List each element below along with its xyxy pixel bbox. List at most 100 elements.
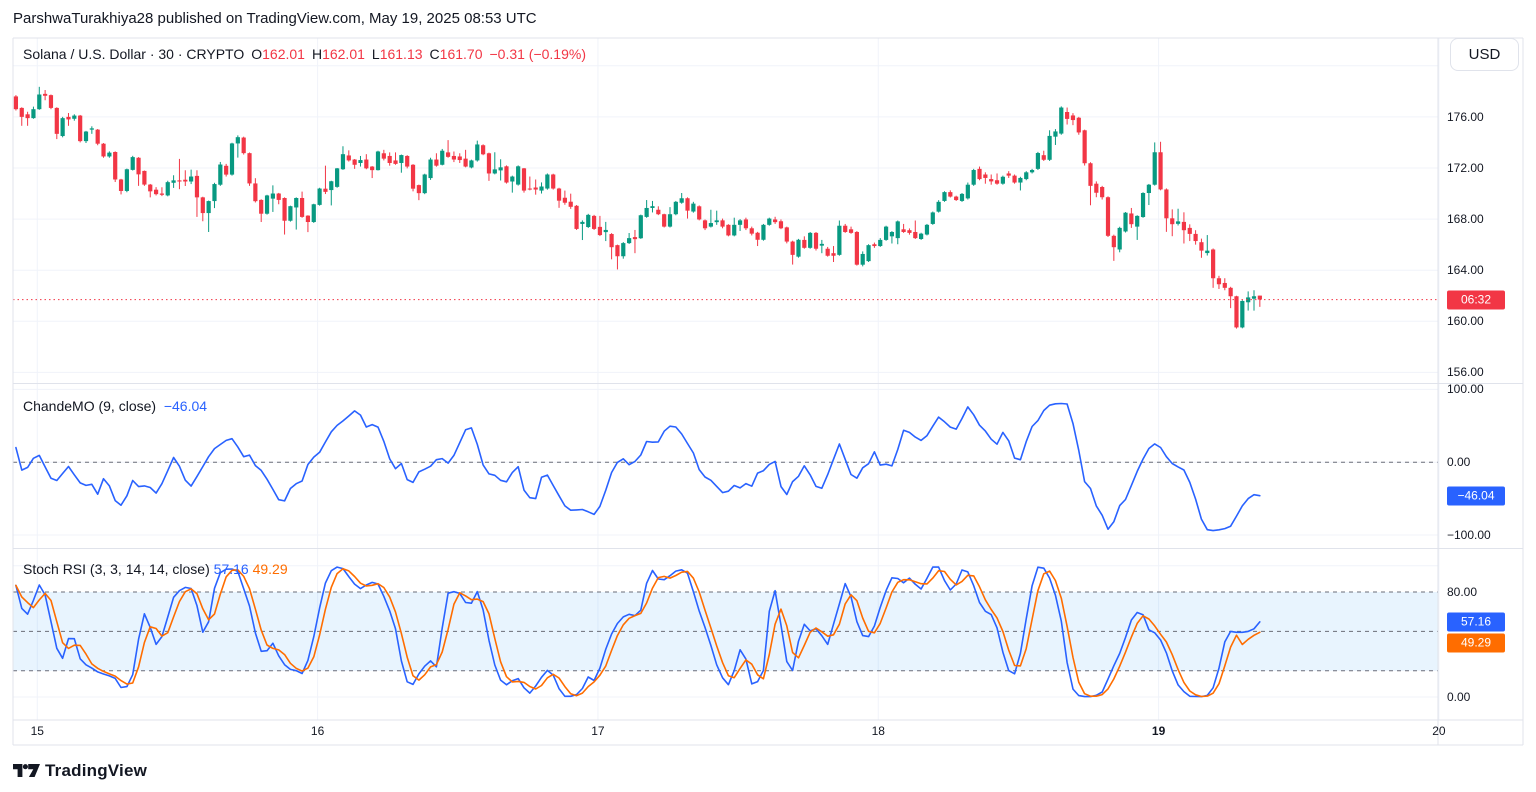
candle-body xyxy=(78,115,83,142)
candle-body xyxy=(66,116,71,120)
candle-body xyxy=(317,188,322,205)
candle-body xyxy=(924,224,930,235)
time-tick-label-19: 19 xyxy=(1151,724,1166,738)
currency-toggle-button[interactable]: USD xyxy=(1450,38,1519,71)
footer-brand-text: TradingView xyxy=(45,761,148,780)
candle-body xyxy=(1164,189,1169,219)
legend-spacer xyxy=(365,46,372,62)
candle-body xyxy=(1170,218,1175,225)
candle-body xyxy=(813,232,819,249)
candle-body xyxy=(697,206,702,220)
candle-body xyxy=(878,239,883,247)
candle-body xyxy=(183,179,188,182)
candle-body xyxy=(1251,296,1257,299)
candle-body xyxy=(457,156,462,161)
candle-body xyxy=(778,221,784,229)
ohlc-close-value: 161.70 xyxy=(439,46,483,62)
tradingview-logo-icon xyxy=(13,764,40,777)
candle-body xyxy=(475,144,480,161)
candle-body xyxy=(580,221,585,224)
candle-body xyxy=(410,164,416,189)
cmo-pane-legend: ChandeMO (9, close) −46.04 xyxy=(23,398,207,414)
candle-body xyxy=(883,226,889,240)
candle-body xyxy=(872,244,877,247)
candle-body xyxy=(761,224,766,240)
cmo-tick-label: 100.00 xyxy=(1447,382,1484,397)
candle-body xyxy=(1047,135,1052,160)
time-tick-label-16: 16 xyxy=(310,724,325,738)
candle-body xyxy=(60,118,65,137)
candle-body xyxy=(755,232,760,240)
candle-body xyxy=(381,153,386,159)
stoch-indicator-title[interactable]: Stoch RSI (3, 3, 14, 14, close) xyxy=(23,561,210,577)
candle-body xyxy=(416,185,421,194)
candle-body xyxy=(229,143,235,175)
legend-spacer xyxy=(156,398,164,414)
footer-logo[interactable]: TradingView xyxy=(13,761,147,781)
candle-body xyxy=(1205,250,1210,254)
candle-body xyxy=(276,193,281,200)
candle-body xyxy=(241,137,246,154)
candle-body xyxy=(965,184,970,199)
candle-body xyxy=(1082,130,1087,164)
candle-body xyxy=(346,155,351,161)
candle-body xyxy=(632,237,638,240)
candle-body xyxy=(1105,197,1111,236)
candle-body xyxy=(1234,296,1239,328)
candle-body xyxy=(1181,221,1187,231)
candle-body xyxy=(737,220,743,225)
candle-body xyxy=(264,195,270,214)
candle-body xyxy=(399,155,404,163)
candle-body xyxy=(615,245,620,257)
logo-glyph-one xyxy=(13,764,23,777)
candle-body xyxy=(171,180,176,183)
candle-body xyxy=(335,168,340,187)
candle-body xyxy=(1070,115,1076,121)
symbol-title[interactable]: Solana / U.S. Dollar · 30 · CRYPTO xyxy=(23,46,245,62)
candle-body xyxy=(913,231,918,239)
cmo-tick-label: −100.00 xyxy=(1447,527,1491,542)
candle-body xyxy=(662,214,667,227)
candle-body xyxy=(802,239,807,248)
candle-body xyxy=(942,192,947,201)
candle-body xyxy=(790,241,795,255)
candle-body xyxy=(434,159,439,166)
stoch-k-badge: 57.16 xyxy=(1447,612,1505,632)
cmo-indicator-title[interactable]: ChandeMO (9, close) xyxy=(23,398,157,414)
candle-body xyxy=(451,155,457,160)
candle-body xyxy=(1129,213,1134,225)
candle-body xyxy=(282,197,287,221)
candle-body xyxy=(743,219,749,229)
time-tick-label-20: 20 xyxy=(1432,724,1446,738)
candle-body xyxy=(895,221,900,239)
candle-body xyxy=(148,184,153,192)
candle-body xyxy=(808,232,813,248)
candle-body xyxy=(971,170,976,185)
candle-body xyxy=(218,164,223,185)
candle-body xyxy=(212,184,217,202)
candle-body xyxy=(1175,221,1181,224)
attribution-text: ParshwaTurakhiya28 published on TradingV… xyxy=(13,10,537,27)
candle-body xyxy=(469,160,474,168)
candle-body xyxy=(1018,177,1023,183)
price-tick-label: 164.00 xyxy=(1447,263,1484,278)
candle-body xyxy=(1065,112,1070,119)
candle-body xyxy=(714,220,719,223)
candle-body xyxy=(189,176,194,182)
candle-body xyxy=(994,180,1000,184)
candle-body xyxy=(977,168,982,180)
candle-body xyxy=(539,186,544,191)
candle-body xyxy=(206,201,211,214)
candle-body xyxy=(1193,233,1198,242)
ohlc-open-label: O xyxy=(251,46,263,62)
candle-body xyxy=(609,234,614,248)
candle-body xyxy=(387,155,392,163)
candle-body xyxy=(235,137,240,144)
stoch-tick-label: 80.00 xyxy=(1447,585,1478,599)
candle-body xyxy=(527,188,532,190)
candle-body xyxy=(177,180,182,182)
candle-body xyxy=(194,175,200,198)
candle-body xyxy=(25,114,30,119)
candle-body xyxy=(1187,227,1192,234)
